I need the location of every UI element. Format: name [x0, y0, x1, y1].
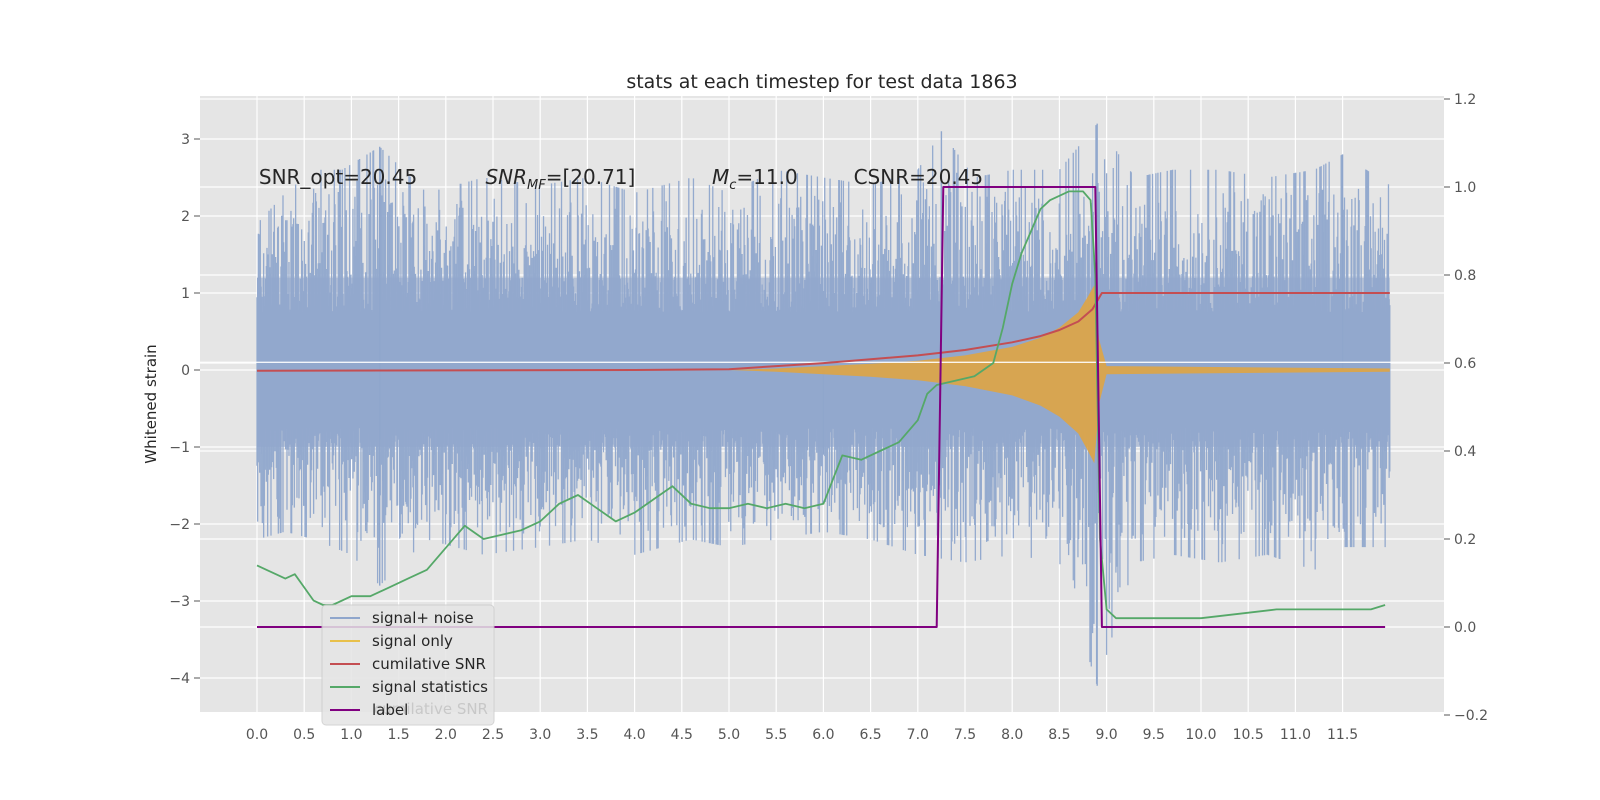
y-tick-label: 0	[181, 363, 190, 379]
x-tick-label: 8.0	[1001, 727, 1023, 743]
x-tick-label: 3.0	[529, 727, 551, 743]
y-tick-label: 2	[181, 209, 190, 225]
x-tick-label: 8.5	[1048, 727, 1070, 743]
x-tick-label: 6.0	[812, 727, 834, 743]
x-tick-label: 7.0	[907, 727, 929, 743]
annotations: SNR_opt=20.45 SNRMF=[20.71] Mc=11.0 CSNR=20…	[259, 165, 983, 193]
series-signal-only	[729, 285, 1390, 464]
y2-tick-label: 1.2	[1454, 92, 1476, 108]
annotation-snr-opt: SNR_opt=20.45	[259, 165, 417, 189]
y2-tick-label: 0.0	[1454, 620, 1476, 636]
y-axis-label: Whitened strain	[142, 344, 160, 463]
legend: cumilative SNR signal+ noise signal only cu…	[321, 604, 495, 726]
y2-tick-label: 0.4	[1454, 444, 1476, 460]
x-tick-label: 2.5	[482, 727, 504, 743]
x-tick-label: 3.5	[576, 727, 598, 743]
series-layer	[200, 123, 1444, 686]
chart-title: stats at each timestep for test data 186…	[626, 71, 1017, 93]
legend-ghost-text: cumilative SNR	[374, 700, 488, 718]
annotation-mc: Mc=11.0	[712, 165, 798, 193]
y-tick-label: 1	[181, 286, 190, 302]
y-tick-label: −3	[169, 594, 190, 610]
legend-label: label	[372, 701, 408, 719]
right-y-axis: −0.2 0.0 0.2 0.4 0.6 0.8 1.0 1.2	[1444, 92, 1488, 724]
legend-box	[321, 604, 495, 726]
x-tick-label: 0.0	[246, 727, 268, 743]
legend-label: cumilative SNR	[372, 655, 486, 673]
left-y-axis: −4 −3 −2 −1 0 1 2 3	[169, 132, 200, 687]
x-tick-label: 9.0	[1095, 727, 1117, 743]
x-tick-label: 5.5	[765, 727, 787, 743]
x-tick-label: 11.0	[1280, 727, 1311, 743]
y-tick-label: −4	[169, 671, 190, 687]
x-tick-label: 4.5	[671, 727, 693, 743]
y-tick-label: −1	[169, 440, 190, 456]
y-tick-label: −2	[169, 517, 190, 533]
y2-tick-label: 1.0	[1454, 180, 1476, 196]
y2-tick-label: 0.8	[1454, 268, 1476, 284]
x-tick-label: 7.5	[954, 727, 976, 743]
x-tick-label: 10.5	[1233, 727, 1264, 743]
x-tick-label: 2.0	[435, 727, 457, 743]
y-tick-label: 3	[181, 132, 190, 148]
y2-tick-label: −0.2	[1454, 708, 1488, 724]
x-tick-label: 10.0	[1185, 727, 1216, 743]
x-tick-label: 11.5	[1327, 727, 1358, 743]
x-tick-label: 0.5	[293, 727, 315, 743]
legend-label: signal+ noise	[372, 609, 474, 627]
annotation-snr-mf: SNRMF=[20.71]	[485, 165, 635, 193]
legend-label: signal only	[372, 632, 453, 650]
y2-tick-label: 0.6	[1454, 356, 1476, 372]
legend-label: signal statistics	[372, 678, 488, 696]
annotation-csnr: CSNR=20.45	[854, 165, 984, 189]
y2-tick-label: 0.2	[1454, 532, 1476, 548]
x-tick-label: 1.5	[387, 727, 409, 743]
x-tick-label: 9.5	[1143, 727, 1165, 743]
x-tick-label: 6.5	[859, 727, 881, 743]
series-label	[257, 186, 1386, 628]
x-tick-label: 4.0	[623, 727, 645, 743]
x-tick-label: 5.0	[718, 727, 740, 743]
x-axis: 0.0 0.5 1.0 1.5 2.0 2.5 3.0 3.5 4.0 4.5 5.0 5.5 6.0 6…	[246, 727, 1358, 743]
x-tick-label: 1.0	[340, 727, 362, 743]
